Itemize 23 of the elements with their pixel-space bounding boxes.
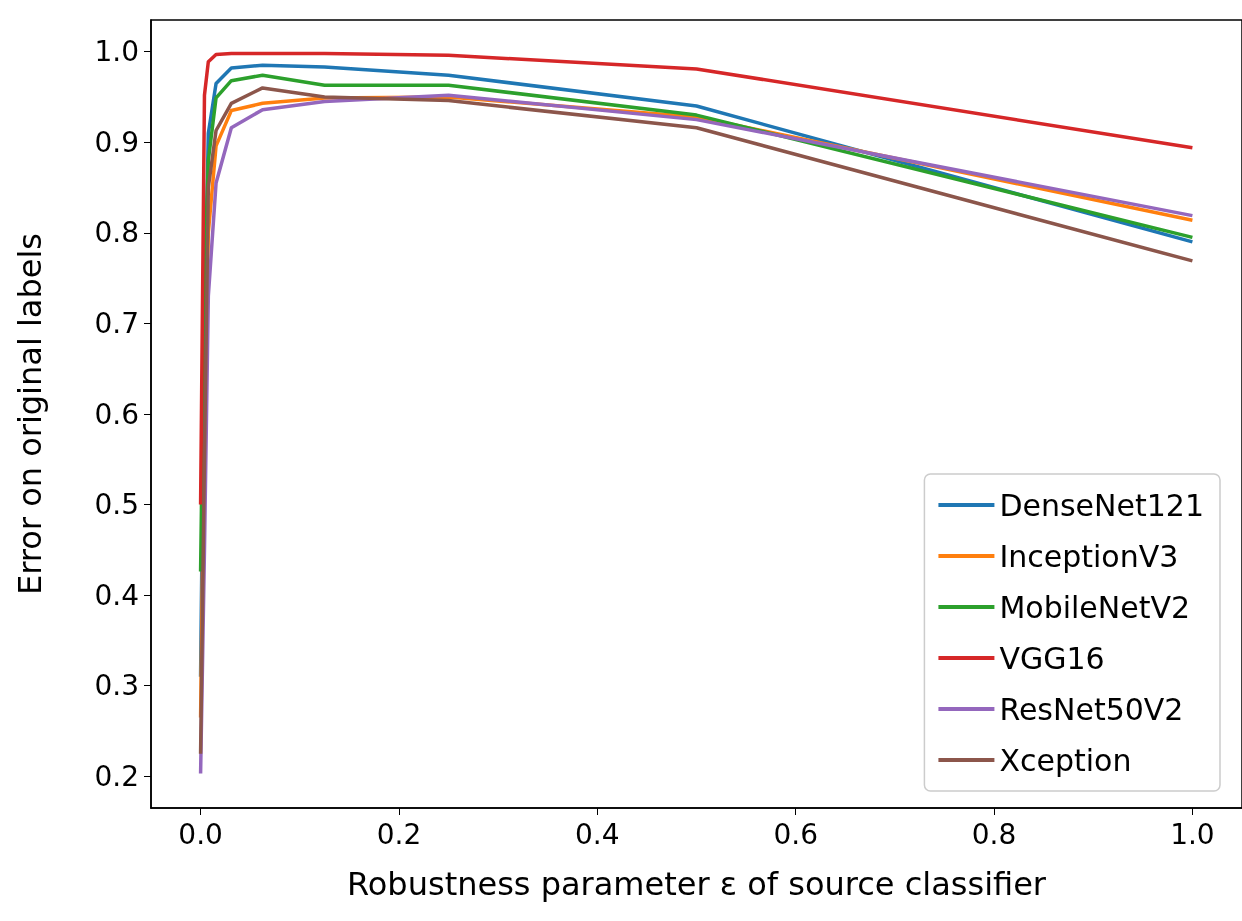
y-tick-label: 0.7 [94, 306, 139, 340]
x-tick-label: 0.4 [575, 817, 620, 851]
legend-label: ResNet50V2 [999, 691, 1184, 727]
y-tick-label: 0.3 [94, 669, 139, 703]
legend-label: VGG16 [999, 640, 1105, 676]
x-tick-label: 0.2 [376, 817, 422, 851]
x-tick-label: 0.6 [773, 817, 818, 851]
legend-label: MobileNetV2 [999, 589, 1191, 625]
y-tick-label: 0.6 [94, 397, 139, 431]
y-tick-label: 0.9 [94, 125, 139, 159]
y-tick-label: 1.0 [94, 35, 139, 69]
y-tick-label: 0.8 [94, 216, 139, 250]
y-tick-label: 0.5 [94, 488, 139, 522]
x-tick-label: 1.0 [1170, 817, 1215, 851]
legend-label: InceptionV3 [999, 538, 1179, 574]
y-tick-label: 0.4 [94, 578, 139, 612]
x-tick-label: 0.8 [971, 817, 1017, 851]
legend-label: Xception [999, 742, 1132, 778]
legend-label: DenseNet121 [999, 487, 1205, 523]
x-axis-title: Robustness parameter ε of source classifier [346, 865, 1047, 903]
x-tick-label: 0.0 [178, 817, 223, 851]
y-tick-label: 0.2 [94, 759, 139, 793]
y-axis-title: Error on original labels [11, 232, 49, 596]
